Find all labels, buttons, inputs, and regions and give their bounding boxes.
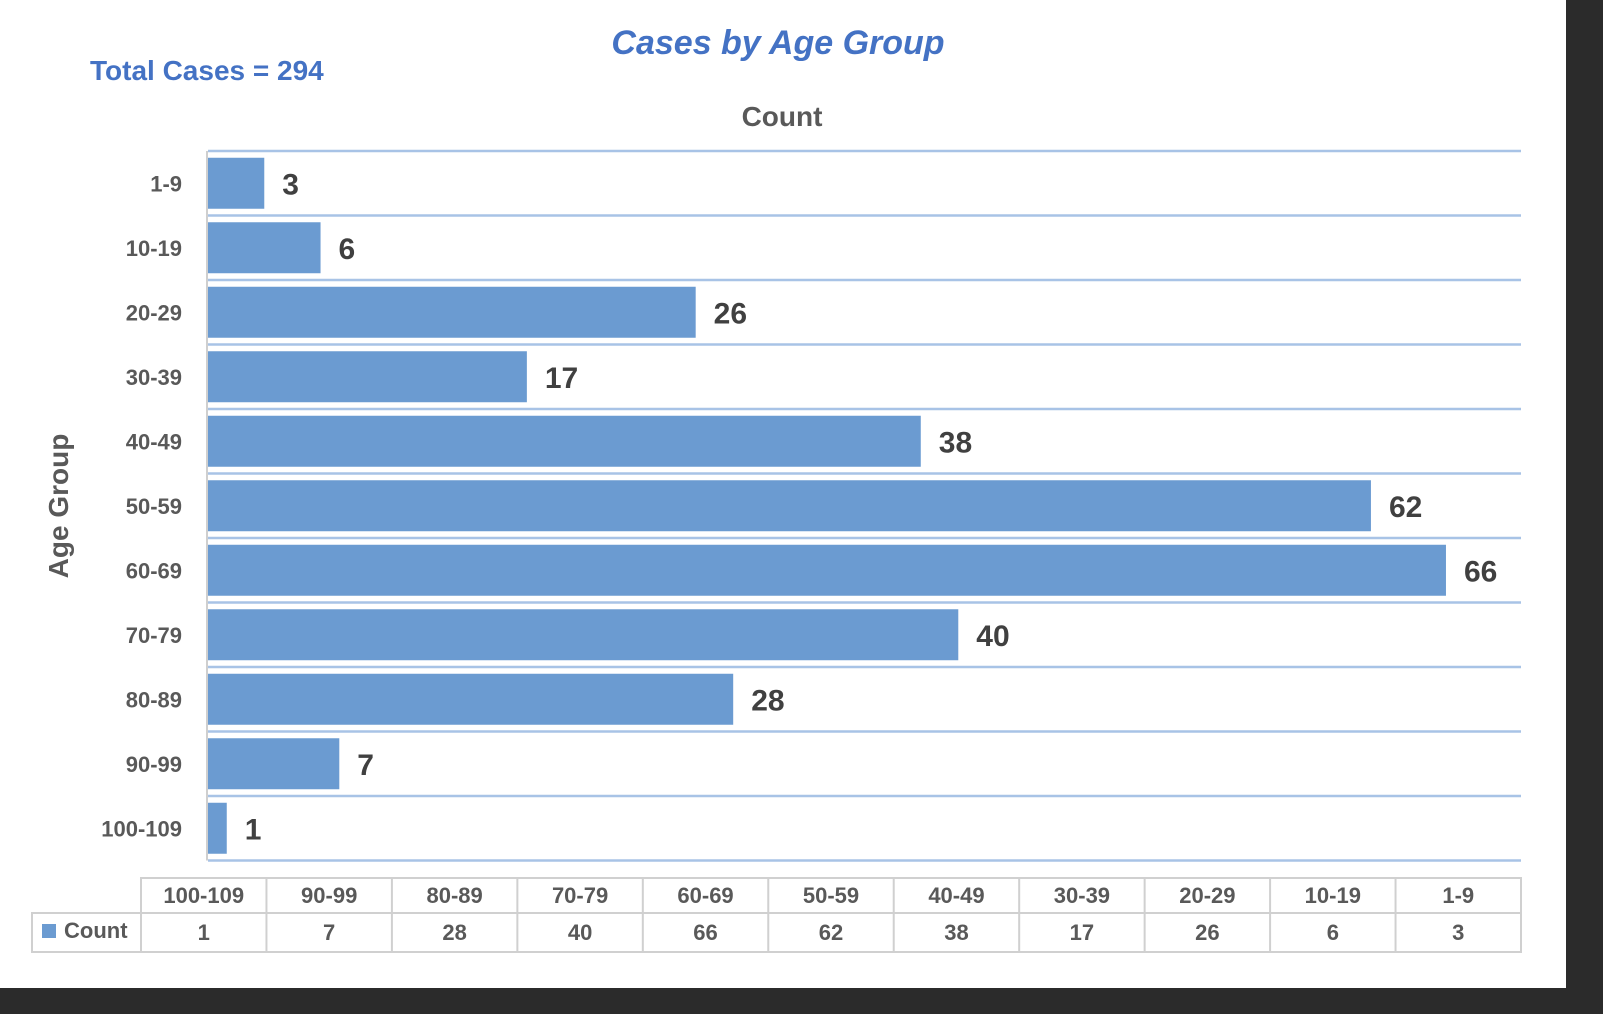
data-label-70-79: 40: [976, 620, 1009, 653]
data-label-80-89: 28: [751, 684, 784, 717]
data-table: 100-109 90-99 80-89 70-79 60-69 50-59 40-49 30-…: [31, 877, 1522, 953]
y-tick-label-10-19: 10-19: [126, 236, 182, 261]
data-label-90-99: 7: [357, 749, 374, 782]
data-label-50-59: 62: [1389, 491, 1422, 524]
bar-70-79: [208, 609, 959, 661]
total-cases-label: Total Cases = 294: [90, 55, 324, 86]
bar-20-29: [208, 286, 696, 338]
bar-30-39: [208, 351, 527, 403]
chart-title: Cases by Age Group: [611, 24, 944, 62]
bar-10-19: [208, 222, 321, 274]
y-tick-label-80-89: 80-89: [126, 687, 182, 712]
y-tick-label-70-79: 70-79: [126, 623, 182, 648]
bar-60-69: [208, 544, 1446, 596]
y-tick-label-60-69: 60-69: [126, 558, 182, 583]
y-tick-label-100-109: 100-109: [101, 816, 182, 841]
table-header-30-39: 30-39: [1054, 883, 1110, 908]
table-cell-20-29: 26: [1195, 920, 1219, 945]
table-header-80-89: 80-89: [426, 883, 482, 908]
bar-50-59: [208, 480, 1371, 532]
bar-100-109: [208, 802, 227, 854]
data-label-1-9: 3: [282, 168, 299, 201]
table-row-label: Count: [64, 918, 128, 943]
table-cell-70-79: 40: [568, 920, 592, 945]
y-axis-title: Age Group: [43, 434, 74, 579]
table-cell-30-39: 17: [1070, 920, 1094, 945]
table-header-10-19: 10-19: [1305, 883, 1361, 908]
chart-panel: Cases by Age Group Total Cases = 294 Cou…: [0, 0, 1566, 988]
table-cell-100-109: 1: [198, 920, 210, 945]
table-header-90-99: 90-99: [301, 883, 357, 908]
bar-chart: Cases by Age Group Total Cases = 294 Cou…: [31, 24, 1522, 953]
y-tick-label-1-9: 1-9: [150, 171, 182, 196]
table-key-cell: [31, 912, 142, 953]
table-cell-80-89: 28: [442, 920, 466, 945]
table-header-50-59: 50-59: [803, 883, 859, 908]
table-header-60-69: 60-69: [677, 883, 733, 908]
table-header-70-79: 70-79: [552, 883, 608, 908]
table-cell-40-49: 38: [944, 920, 968, 945]
table-cell-90-99: 7: [323, 920, 335, 945]
bars: 31-9610-192620-291730-393840-496250-5966…: [101, 157, 1497, 854]
y-tick-label-50-59: 50-59: [126, 494, 182, 519]
table-cell-50-59: 62: [819, 920, 843, 945]
data-label-60-69: 66: [1464, 555, 1497, 588]
y-tick-label-90-99: 90-99: [126, 752, 182, 777]
table-header-20-29: 20-29: [1179, 883, 1235, 908]
data-label-10-19: 6: [339, 233, 356, 266]
bar-1-9: [208, 157, 265, 209]
bar-40-49: [208, 415, 921, 467]
legend-key-swatch: [42, 924, 56, 938]
table-cell-10-19: 6: [1327, 920, 1339, 945]
data-label-20-29: 26: [714, 297, 747, 330]
data-label-100-109: 1: [245, 813, 262, 846]
x-axis-title: Count: [742, 101, 823, 132]
gridlines: [206, 149, 1521, 862]
table-cell-1-9: 3: [1452, 920, 1464, 945]
y-tick-label-20-29: 20-29: [126, 300, 182, 325]
table-header-1-9: 1-9: [1442, 883, 1474, 908]
y-tick-label-30-39: 30-39: [126, 365, 182, 390]
table-cell-60-69: 66: [693, 920, 717, 945]
data-label-40-49: 38: [939, 426, 972, 459]
y-tick-label-40-49: 40-49: [126, 429, 182, 454]
table-header-40-49: 40-49: [928, 883, 984, 908]
table-header-100-109: 100-109: [163, 883, 244, 908]
data-label-30-39: 17: [545, 362, 578, 395]
bar-90-99: [208, 738, 340, 790]
bar-80-89: [208, 673, 734, 725]
